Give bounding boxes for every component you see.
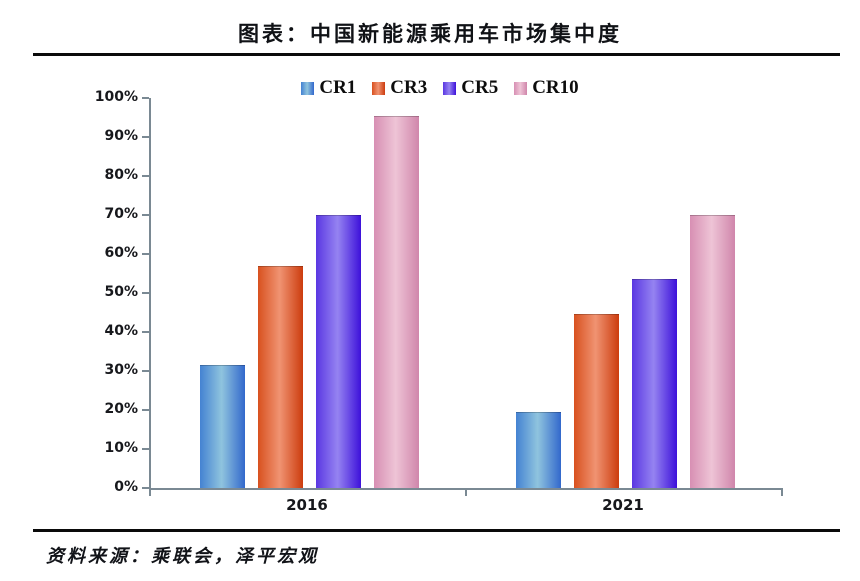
y-tick-label: 70%	[104, 206, 138, 222]
bottom-divider	[33, 529, 840, 532]
legend-item-cr10: CR10	[514, 77, 579, 99]
chart-title: 图表：中国新能源乘用车市场集中度	[238, 22, 622, 46]
y-tick-mark	[142, 487, 149, 489]
bar-cr5-2016	[315, 215, 361, 488]
y-tick-label: 0%	[114, 479, 138, 495]
legend-swatch-icon	[301, 81, 315, 95]
bar-cr1-2021	[515, 411, 561, 488]
top-divider	[33, 53, 840, 56]
y-tick-mark	[142, 331, 149, 333]
legend-swatch-icon	[514, 81, 528, 95]
legend-swatch-icon	[372, 81, 386, 95]
x-tick-mark	[465, 490, 467, 496]
bar-cr10-2021	[689, 215, 735, 488]
y-tick-mark	[142, 409, 149, 411]
legend-item-cr5: CR5	[443, 77, 498, 99]
bar-cr10-2016	[373, 115, 419, 488]
y-tick-label: 50%	[104, 284, 138, 300]
bar-group-2016	[151, 98, 467, 488]
bar-cr3-2016	[257, 265, 303, 488]
x-category-label: 2021	[602, 496, 644, 514]
y-tick-mark	[142, 214, 149, 216]
bar-group-2021	[467, 98, 783, 488]
legend-label: CR1	[319, 77, 357, 98]
x-tick-mark	[149, 490, 151, 496]
y-tick-label: 40%	[104, 323, 138, 339]
bar-cr3-2021	[573, 314, 619, 488]
y-tick-label: 30%	[104, 362, 138, 378]
legend-label: CR5	[461, 77, 499, 98]
source-note: 资料来源：乘联会，泽平宏观	[46, 546, 319, 566]
x-tick-mark	[781, 490, 783, 496]
x-category-label: 2016	[286, 496, 328, 514]
y-tick-mark	[142, 253, 149, 255]
bar-cr1-2016	[199, 365, 245, 488]
legend-label: CR10	[532, 77, 579, 98]
y-tick-label: 100%	[94, 89, 138, 105]
y-tick-label: 20%	[104, 401, 138, 417]
bar-cr5-2021	[631, 279, 677, 488]
x-axis-labels: 2016 2021	[149, 496, 781, 516]
y-tick-mark	[142, 175, 149, 177]
legend: CR1 CR3 CR5 CR10	[10, 77, 860, 99]
y-tick-mark	[142, 370, 149, 372]
y-tick-label: 90%	[104, 128, 138, 144]
y-tick-label: 60%	[104, 245, 138, 261]
legend-item-cr1: CR1	[301, 77, 356, 99]
legend-swatch-icon	[443, 81, 457, 95]
plot-area	[142, 97, 783, 496]
y-tick-mark	[142, 448, 149, 450]
y-tick-label: 80%	[104, 167, 138, 183]
y-tick-mark	[142, 292, 149, 294]
y-axis: 0% 10% 20% 30% 40% 50% 60% 70% 80% 90% 100%	[58, 89, 138, 495]
y-tick-mark	[142, 97, 149, 99]
y-tick-mark	[142, 136, 149, 138]
legend-item-cr3: CR3	[372, 77, 427, 99]
legend-label: CR3	[390, 77, 428, 98]
y-tick-label: 10%	[104, 440, 138, 456]
